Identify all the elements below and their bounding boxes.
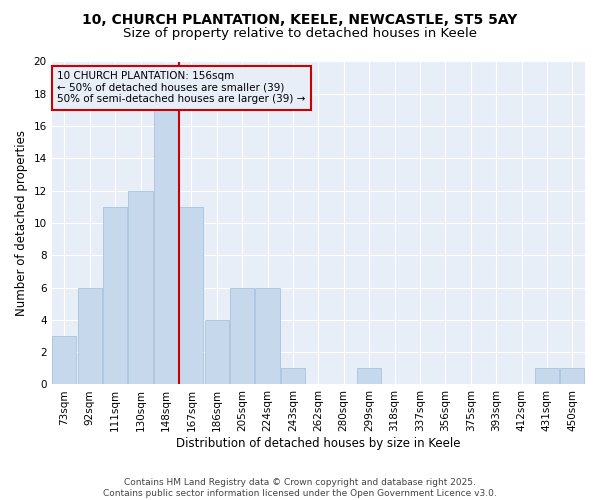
Bar [357, 368, 381, 384]
Bar [281, 368, 305, 384]
Text: Size of property relative to detached houses in Keele: Size of property relative to detached ho… [123, 28, 477, 40]
Bar [154, 110, 178, 384]
Text: Contains HM Land Registry data © Crown copyright and database right 2025.
Contai: Contains HM Land Registry data © Crown c… [103, 478, 497, 498]
Bar [560, 368, 584, 384]
Bar [230, 288, 254, 384]
Bar [205, 320, 229, 384]
Bar [103, 207, 127, 384]
Bar [179, 207, 203, 384]
Text: 10 CHURCH PLANTATION: 156sqm
← 50% of detached houses are smaller (39)
50% of se: 10 CHURCH PLANTATION: 156sqm ← 50% of de… [57, 71, 305, 104]
Bar [52, 336, 76, 384]
Bar [77, 288, 102, 384]
Y-axis label: Number of detached properties: Number of detached properties [15, 130, 28, 316]
Text: 10, CHURCH PLANTATION, KEELE, NEWCASTLE, ST5 5AY: 10, CHURCH PLANTATION, KEELE, NEWCASTLE,… [82, 12, 518, 26]
Bar [256, 288, 280, 384]
X-axis label: Distribution of detached houses by size in Keele: Distribution of detached houses by size … [176, 437, 461, 450]
Bar [535, 368, 559, 384]
Bar [128, 190, 152, 384]
